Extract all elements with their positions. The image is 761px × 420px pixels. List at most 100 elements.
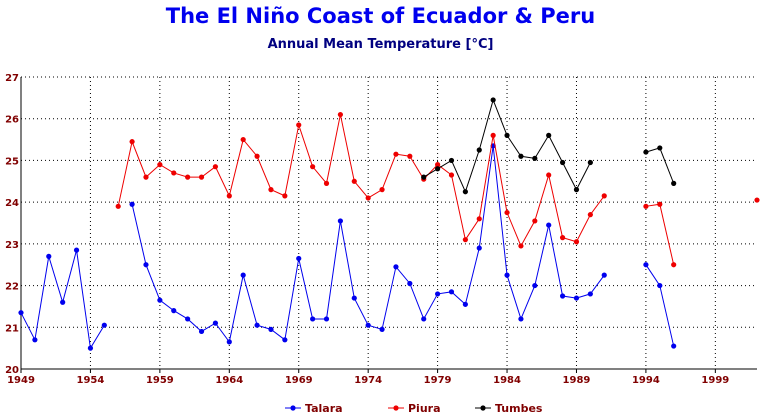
data-point xyxy=(157,297,163,303)
legend: Talara Piura Tumbes xyxy=(285,402,543,415)
data-point xyxy=(365,195,371,201)
legend-item-talara: Talara xyxy=(285,402,343,415)
data-point xyxy=(240,272,246,278)
x-tick-label: 1979 xyxy=(424,375,452,386)
data-point xyxy=(518,316,524,322)
legend-label: Talara xyxy=(305,402,343,415)
data-point xyxy=(448,172,455,178)
data-point xyxy=(171,170,177,176)
grid xyxy=(20,76,757,370)
data-point xyxy=(601,272,607,278)
axes: 1949 1954 1959 1964 1969 1974 1979 1984 1989 1994… xyxy=(5,73,757,386)
data-point xyxy=(240,136,246,143)
data-point xyxy=(476,216,482,222)
data-point xyxy=(671,343,677,349)
chart-title: The El Niño Coast of Ecuador & Peru xyxy=(165,4,596,28)
data-point xyxy=(671,180,677,186)
data-point xyxy=(546,222,552,228)
x-tick-label: 1959 xyxy=(146,375,174,386)
data-point xyxy=(18,310,24,316)
data-point xyxy=(212,164,219,170)
chart-subtitle: Annual Mean Temperature [°C] xyxy=(267,37,494,52)
data-point xyxy=(754,197,760,203)
data-point xyxy=(657,201,663,207)
series-line xyxy=(645,203,675,265)
data-point xyxy=(657,145,663,151)
y-tick-label: 26 xyxy=(5,115,19,126)
data-point xyxy=(518,243,524,249)
data-point xyxy=(296,255,302,262)
data-point xyxy=(435,291,441,297)
data-point xyxy=(254,153,260,159)
data-point xyxy=(504,209,510,216)
series-line xyxy=(117,114,605,248)
data-point xyxy=(587,212,593,218)
data-point xyxy=(46,253,52,259)
series-talara xyxy=(18,143,677,351)
data-point xyxy=(365,322,371,328)
series-line xyxy=(645,147,675,184)
x-tick-label: 1964 xyxy=(215,375,243,386)
series-line xyxy=(645,264,675,347)
legend-item-tumbes: Tumbes xyxy=(475,402,543,415)
x-tick-label: 1974 xyxy=(354,375,382,386)
x-tick-label: 1949 xyxy=(7,375,35,386)
data-point xyxy=(448,157,455,164)
data-point xyxy=(143,262,149,268)
legend-swatch-marker xyxy=(290,405,296,411)
x-tick-label: 1994 xyxy=(632,375,660,386)
x-tick-label: 1989 xyxy=(563,375,591,386)
data-point xyxy=(226,193,232,199)
data-point xyxy=(462,189,468,195)
data-point xyxy=(268,187,274,193)
data-point xyxy=(254,322,260,328)
y-tick-label: 27 xyxy=(5,73,19,84)
x-tick-label: 1969 xyxy=(285,375,313,386)
data-point xyxy=(185,174,191,180)
data-point xyxy=(379,326,385,332)
y-tick-label: 25 xyxy=(5,156,19,167)
data-point xyxy=(559,293,566,299)
data-point xyxy=(532,218,538,224)
legend-swatch-marker xyxy=(480,405,486,411)
series-line xyxy=(20,249,105,350)
data-point xyxy=(421,174,427,180)
data-point xyxy=(171,308,177,314)
data-point xyxy=(282,193,288,199)
data-point xyxy=(643,262,649,268)
data-point xyxy=(393,264,399,270)
data-point xyxy=(435,162,441,168)
data-point xyxy=(657,282,663,289)
data-point xyxy=(643,149,649,155)
data-point xyxy=(323,180,330,186)
data-point xyxy=(587,159,593,166)
data-point xyxy=(73,247,80,253)
data-point xyxy=(462,301,468,307)
data-point xyxy=(129,139,135,145)
data-point xyxy=(407,153,413,159)
data-point xyxy=(476,245,482,251)
data-point xyxy=(490,132,496,138)
y-tick-label: 20 xyxy=(5,365,19,376)
data-point xyxy=(546,172,552,178)
series-lines xyxy=(18,97,760,351)
series-tumbes xyxy=(421,97,677,195)
data-point xyxy=(337,218,343,224)
data-point xyxy=(559,235,566,241)
series-piura xyxy=(115,111,760,268)
data-point xyxy=(212,320,219,326)
data-point xyxy=(532,155,538,161)
data-point xyxy=(143,174,149,180)
data-point xyxy=(310,316,316,322)
y-tick-label: 24 xyxy=(5,198,19,209)
data-point xyxy=(310,164,316,170)
data-point xyxy=(351,295,357,301)
data-point xyxy=(379,187,385,193)
data-point xyxy=(32,337,38,343)
data-point xyxy=(573,295,580,301)
data-point xyxy=(476,147,482,153)
data-point xyxy=(671,262,677,268)
data-point xyxy=(115,203,121,209)
data-point xyxy=(87,345,94,351)
